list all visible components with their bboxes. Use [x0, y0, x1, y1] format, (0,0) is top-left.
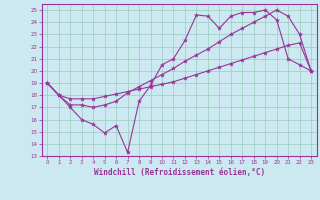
- X-axis label: Windchill (Refroidissement éolien,°C): Windchill (Refroidissement éolien,°C): [94, 168, 265, 177]
